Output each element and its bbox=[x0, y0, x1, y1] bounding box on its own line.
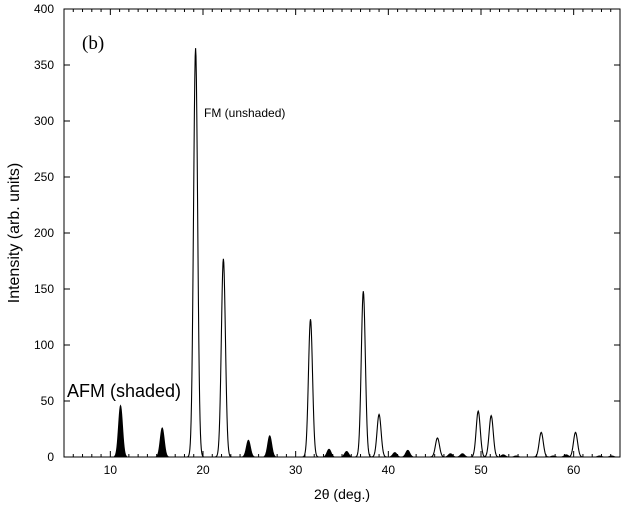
x-tick-label: 40 bbox=[382, 463, 396, 477]
x-tick-label: 20 bbox=[196, 463, 210, 477]
x-tick-label: 50 bbox=[474, 463, 488, 477]
fm-peak bbox=[370, 413, 388, 458]
fm-peak bbox=[302, 319, 319, 458]
y-tick-label: 250 bbox=[34, 170, 54, 184]
panel-label: (b) bbox=[82, 33, 104, 54]
y-tick-label: 0 bbox=[47, 450, 54, 464]
afm-peak bbox=[261, 435, 278, 458]
annotation-afm: AFM (shaded) bbox=[67, 381, 181, 401]
afm-peak bbox=[399, 449, 416, 458]
afm-peak bbox=[338, 450, 355, 458]
y-tick-label: 150 bbox=[34, 282, 54, 296]
fm-peak bbox=[215, 258, 232, 458]
fm-peak bbox=[470, 409, 487, 458]
afm-peak bbox=[154, 427, 171, 458]
afm-peak bbox=[112, 404, 129, 458]
annotation-fm: FM (unshaded) bbox=[204, 106, 285, 120]
fm-peak bbox=[429, 437, 446, 458]
y-tick-label: 300 bbox=[34, 114, 54, 128]
series-layer bbox=[112, 48, 620, 458]
y-tick-label: 100 bbox=[34, 338, 54, 352]
y-tick-label: 50 bbox=[41, 394, 55, 408]
y-axis-label: Intensity (arb. units) bbox=[6, 163, 23, 304]
y-tick-label: 400 bbox=[34, 2, 54, 16]
x-axis-label: 2θ (deg.) bbox=[314, 486, 370, 502]
fm-peak bbox=[483, 414, 500, 458]
axis-layer: 0 50 100 150 200 250 300 350 400 10 20 30 40 50 60 bbox=[34, 2, 621, 477]
fm-peak bbox=[187, 48, 204, 458]
x-tick-label: 60 bbox=[567, 463, 581, 477]
afm-peak bbox=[240, 439, 257, 458]
fm-peak bbox=[567, 431, 584, 458]
fm-peak bbox=[355, 291, 372, 458]
x-tick-label: 30 bbox=[289, 463, 303, 477]
x-tick-label: 10 bbox=[104, 463, 118, 477]
y-tick-label: 200 bbox=[34, 226, 54, 240]
fm-peak bbox=[533, 431, 550, 458]
y-tick-label: 350 bbox=[34, 58, 54, 72]
afm-peak bbox=[386, 452, 403, 458]
